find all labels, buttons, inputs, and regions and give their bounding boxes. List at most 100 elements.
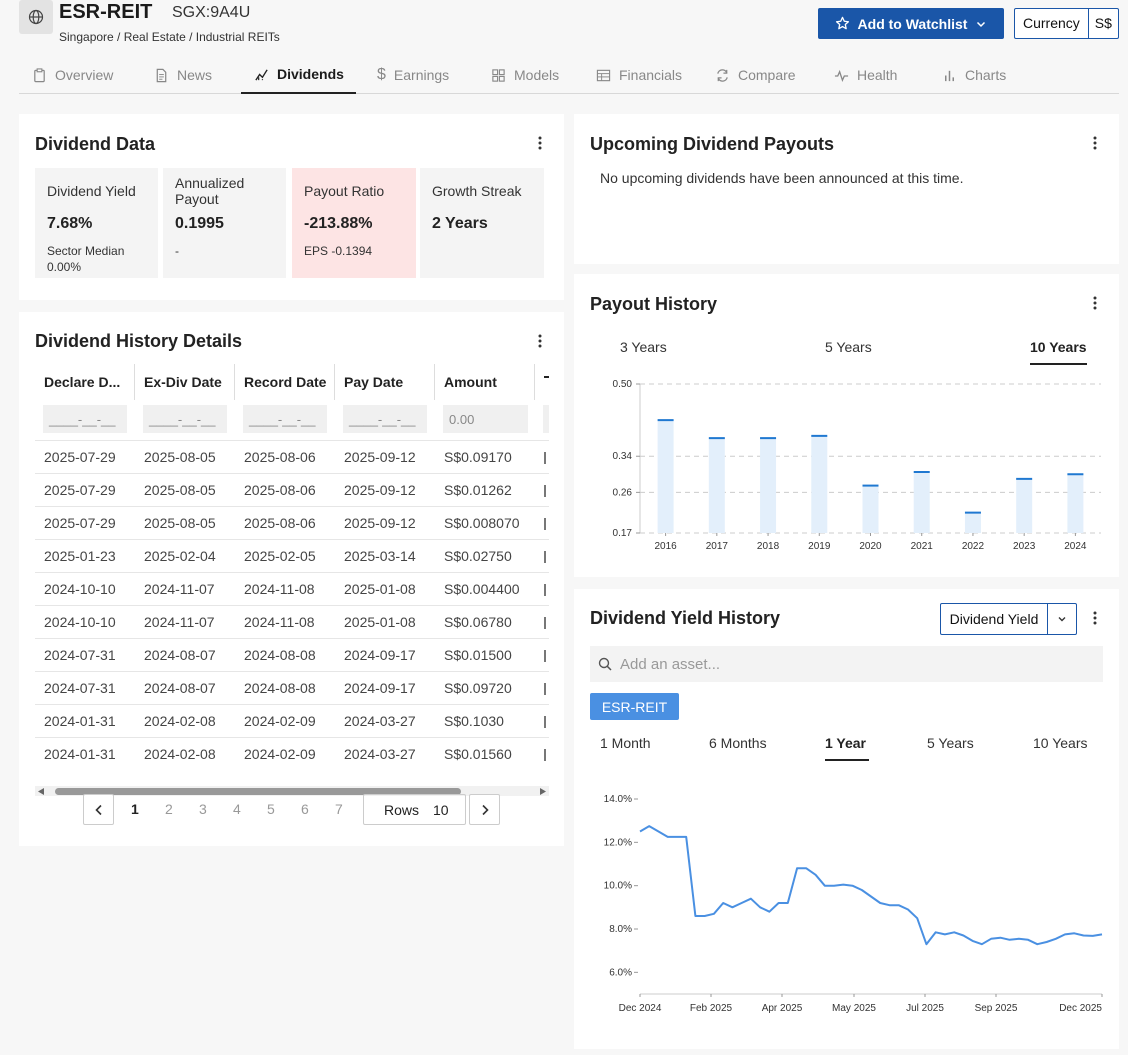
range-1-year[interactable]: 1 Year [825,735,869,761]
table-cell: S$0.01262 [444,482,512,498]
card-title: Dividend Data [35,134,156,154]
breadcrumb[interactable]: Singapore / Real Estate / Industrial REI… [59,30,280,44]
range-5-years[interactable]: 5 Years [927,735,974,751]
table-cell: 2024-03-27 [344,746,416,762]
metric-dropdown[interactable]: Dividend Yield [940,603,1077,635]
range-3-years[interactable]: 3 Years [620,339,667,355]
next-page-button[interactable] [469,794,500,825]
bar [1016,478,1033,533]
table-cell: S$0.06780 [444,614,512,630]
table-cell: 2024-03-27 [344,713,416,729]
rows-per-page-selector[interactable]: Rows 10 [363,794,466,825]
search-icon [598,657,612,671]
page-2[interactable]: 2 [165,801,173,817]
column-header-declare-date[interactable]: Declare D... [35,364,135,400]
filter-ex-div-date[interactable]: ____-__-__ [143,405,227,433]
table-cell: 2025-09-12 [344,449,416,465]
chevron-down-icon [1048,604,1076,634]
table-cell: 2024-09-17 [344,647,416,663]
range-1-month[interactable]: 1 Month [600,735,651,751]
table-cell: 2025-08-05 [144,515,216,531]
range-5-years[interactable]: 5 Years [825,339,872,355]
range-10-years[interactable]: 10 Years [1033,735,1088,751]
tile-sub: Sector Median 0.00% [47,244,125,274]
more-options-icon[interactable] [1087,295,1103,311]
y-tick-label: 0.50 [613,379,633,390]
tab-models[interactable]: Models [491,56,559,94]
grid-icon [492,68,505,82]
previous-page-button[interactable] [83,794,114,825]
table-row: 2025-07-29 2025-08-05 2025-08-06 2025-09-12… [35,473,549,506]
table-cell: S$0.09720 [444,680,512,696]
tab-earnings[interactable]: $ Earnings [377,66,450,83]
add-asset-search[interactable]: Add an asset... [590,646,1103,682]
x-tick-label: Jul 2025 [906,1003,944,1014]
asset-chip[interactable]: ESR-REIT [590,693,679,720]
table-cell: S$0.01500 [444,647,512,663]
x-tick-label: 2024 [1064,541,1087,552]
compare-icon [717,68,728,82]
x-tick-label: Dec 2024 [619,1003,662,1014]
table-cell-overflow [544,683,548,695]
x-tick-label: Dec 2025 [1059,1003,1102,1014]
page-6[interactable]: 6 [301,801,309,817]
table-cell: 2025-09-12 [344,515,416,531]
filter-pay-date[interactable]: ____-__-__ [343,405,427,433]
column-header-ex-div-date[interactable]: Ex-Div Date [135,364,235,400]
payout-history-card: Payout History 3 Years 5 Years 10 Years … [574,274,1119,577]
more-options-icon[interactable] [1087,135,1103,151]
tab-news[interactable]: News [154,56,212,94]
filter-record-date[interactable]: ____-__-__ [243,405,327,433]
x-tick-label: 2017 [706,541,729,552]
currency-selector[interactable]: Currency S$ [1014,8,1119,39]
more-options-icon[interactable] [532,135,548,151]
table-row: 2024-10-10 2024-11-07 2024-11-08 2025-01-08… [35,605,549,638]
tab-financials[interactable]: Financials [596,56,682,94]
page-3[interactable]: 3 [199,801,207,817]
tab-compare[interactable]: Compare [715,56,796,94]
page-5[interactable]: 5 [267,801,275,817]
tab-charts[interactable]: Charts [942,56,1006,94]
more-options-icon[interactable] [532,333,548,349]
tab-health[interactable]: Health [834,56,897,94]
range-10-years[interactable]: 10 Years [1030,339,1087,365]
metric-dropdown-label: Dividend Yield [941,604,1048,634]
tab-dividends[interactable]: Dividends [241,56,356,94]
scrollbar-thumb[interactable] [55,788,461,795]
tile-value: 0.1995 [175,215,224,232]
page-header: ESR-REIT SGX:9A4U Singapore / Real Estat… [0,0,1128,56]
table-cell: 2025-07-29 [44,482,116,498]
table-cell: 2024-11-07 [144,614,215,630]
table-cell: 2025-08-06 [244,482,316,498]
table-row: 2024-10-10 2024-11-07 2024-11-08 2025-01-08… [35,572,549,605]
star-icon [835,16,849,30]
currency-value[interactable]: S$ [1094,15,1112,31]
page-7[interactable]: 7 [335,801,343,817]
tab-overview[interactable]: Overview [32,56,113,94]
filter-amount[interactable]: 0.00 [443,405,528,433]
page-1[interactable]: 1 [131,801,139,817]
x-tick-label: Sep 2025 [975,1003,1018,1014]
range-6-months[interactable]: 6 Months [709,735,767,751]
exchange-code: SGX:9A4U [172,4,251,21]
filter-declare-date[interactable]: ____-__-__ [43,405,127,433]
x-tick-label: Apr 2025 [762,1003,803,1014]
table-cell: 2024-01-31 [44,713,116,729]
filter-overflow[interactable] [543,405,549,433]
add-to-watchlist-button[interactable]: Add to Watchlist [818,8,1004,39]
horizontal-scrollbar[interactable] [35,786,549,796]
x-tick-label: 2019 [808,541,831,552]
table-cell: 2025-08-05 [144,482,216,498]
bar [657,420,674,533]
more-options-icon[interactable] [1087,610,1103,626]
bar [964,512,981,533]
column-header-amount[interactable]: Amount [435,364,535,400]
card-title: Payout History [590,294,718,314]
rows-label: Rows [384,801,420,818]
page-4[interactable]: 4 [233,801,241,817]
pulse-icon [834,69,849,82]
column-header-record-date[interactable]: Record Date [235,364,335,400]
table-cell: 2024-09-17 [344,680,416,696]
table-cell: 2025-08-05 [144,449,216,465]
column-header-pay-date[interactable]: Pay Date [335,364,435,400]
